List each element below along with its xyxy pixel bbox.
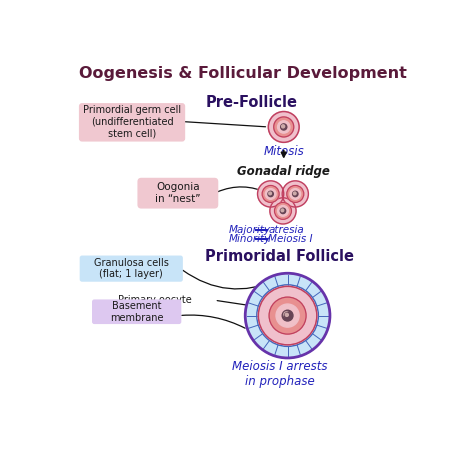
Circle shape — [270, 198, 296, 224]
Circle shape — [245, 273, 330, 358]
Text: Primordial germ cell
(undifferentiated
stem cell): Primordial germ cell (undifferentiated s… — [83, 105, 181, 138]
Circle shape — [269, 192, 272, 195]
Text: Primary oocyte: Primary oocyte — [118, 295, 192, 305]
Circle shape — [282, 125, 285, 128]
Text: Meiosis I: Meiosis I — [268, 234, 313, 245]
Circle shape — [284, 312, 289, 317]
FancyBboxPatch shape — [92, 300, 182, 324]
Text: Basement
membrane: Basement membrane — [110, 301, 164, 322]
Circle shape — [278, 121, 290, 133]
Circle shape — [262, 185, 279, 202]
Circle shape — [274, 202, 292, 219]
Circle shape — [265, 189, 276, 200]
Circle shape — [282, 310, 293, 321]
Text: Pre-Follicle: Pre-Follicle — [205, 95, 297, 109]
FancyBboxPatch shape — [79, 103, 185, 142]
Circle shape — [258, 286, 317, 345]
Circle shape — [281, 124, 287, 130]
Text: Oogenesis & Follicular Development: Oogenesis & Follicular Development — [79, 66, 407, 81]
Circle shape — [287, 185, 304, 202]
Text: Granulosa cells
(flat; 1 layer): Granulosa cells (flat; 1 layer) — [94, 258, 169, 280]
Circle shape — [273, 117, 294, 137]
Circle shape — [281, 209, 284, 212]
FancyBboxPatch shape — [80, 255, 183, 282]
Text: atresia: atresia — [268, 225, 304, 235]
Text: Oogonia
in “nest”: Oogonia in “nest” — [155, 182, 201, 204]
Text: Majority: Majority — [228, 225, 270, 235]
Text: Primoridal Follicle: Primoridal Follicle — [205, 249, 355, 264]
Text: Mitosis: Mitosis — [264, 145, 304, 158]
Circle shape — [268, 111, 299, 142]
Text: Minority: Minority — [228, 234, 271, 245]
Circle shape — [290, 189, 301, 200]
Circle shape — [280, 208, 286, 214]
Circle shape — [285, 313, 288, 316]
Text: Gonadal ridge: Gonadal ridge — [237, 164, 330, 178]
Circle shape — [268, 191, 273, 197]
Circle shape — [284, 312, 291, 319]
Circle shape — [293, 192, 296, 195]
Circle shape — [257, 181, 284, 207]
FancyBboxPatch shape — [137, 178, 219, 209]
Text: Meiosis I arrests
in prophase: Meiosis I arrests in prophase — [232, 360, 328, 388]
Circle shape — [278, 206, 288, 216]
Circle shape — [269, 297, 306, 334]
Circle shape — [292, 191, 298, 197]
Circle shape — [276, 304, 299, 327]
Circle shape — [282, 181, 309, 207]
